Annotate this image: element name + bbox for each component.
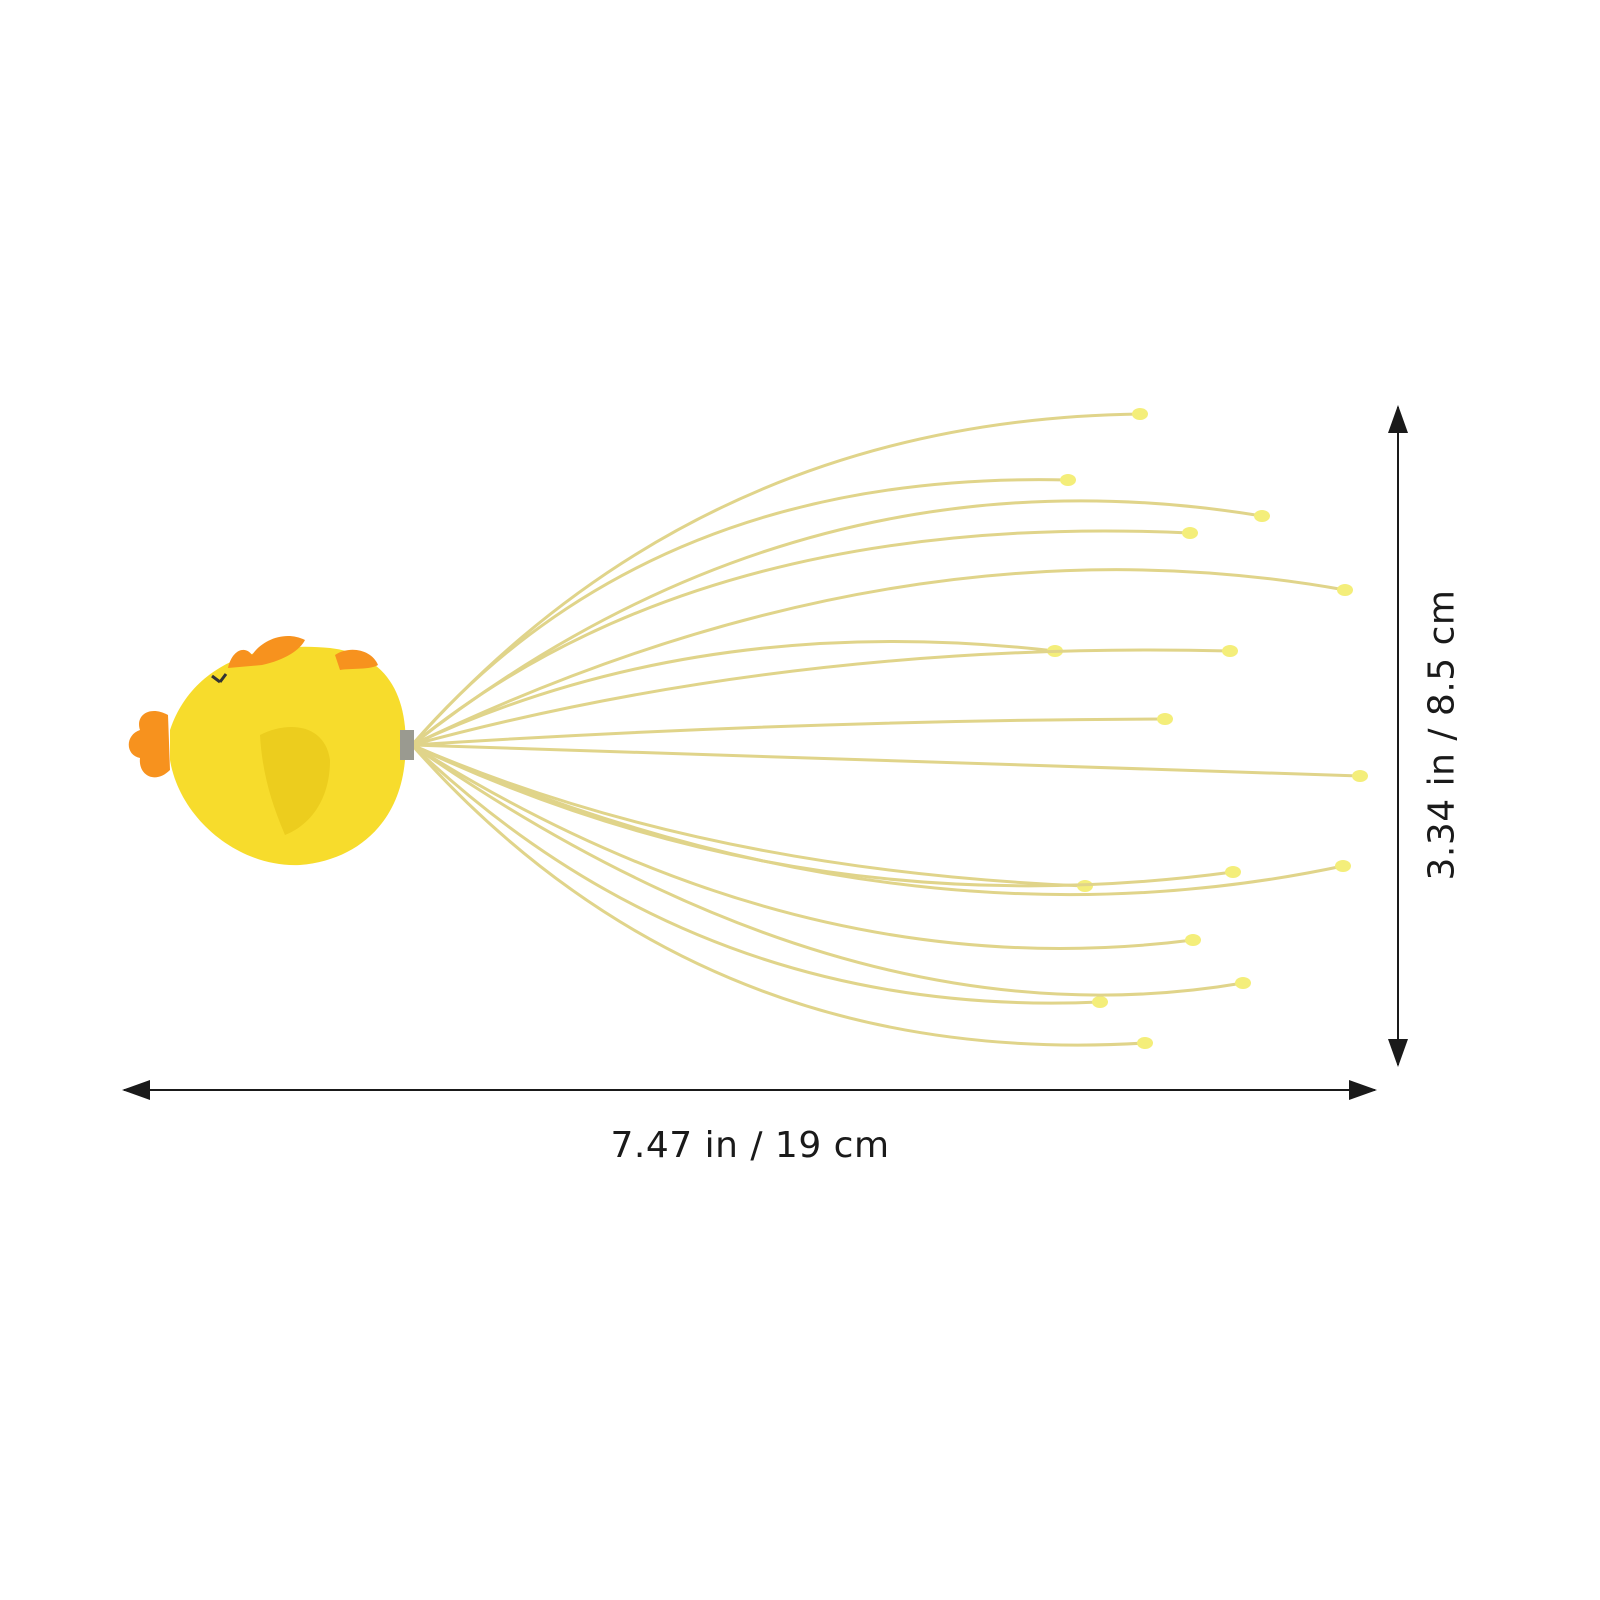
wire-tip bbox=[1060, 474, 1076, 486]
wire bbox=[411, 648, 1231, 747]
chick-crest bbox=[228, 635, 305, 668]
wire bbox=[411, 639, 1056, 747]
width-dimension-label: 7.47 in / 19 cm bbox=[610, 1125, 890, 1166]
wire-tip bbox=[1092, 996, 1108, 1008]
wire bbox=[411, 743, 1194, 950]
chick-eye bbox=[211, 673, 228, 684]
wire bbox=[411, 743, 1344, 897]
wire-tip bbox=[1182, 527, 1198, 539]
wire bbox=[411, 743, 1086, 888]
chick-beak bbox=[128, 710, 170, 778]
wire-tip bbox=[1137, 1037, 1153, 1049]
wire bbox=[410, 743, 1101, 1005]
wire bbox=[411, 743, 1244, 997]
chick-wing bbox=[260, 727, 330, 835]
wire bbox=[410, 744, 1146, 1047]
wire bbox=[411, 568, 1346, 747]
wire-tip bbox=[1254, 510, 1270, 522]
wire bbox=[411, 529, 1191, 747]
wire-tip bbox=[1235, 977, 1251, 989]
wire-tip bbox=[1352, 770, 1368, 782]
wire-tip bbox=[1132, 408, 1148, 420]
massager-wires bbox=[410, 408, 1368, 1049]
wire bbox=[410, 478, 1069, 746]
metal-collar bbox=[400, 730, 414, 760]
wire bbox=[411, 743, 1361, 778]
wire-tip bbox=[1185, 934, 1201, 946]
wire-tip bbox=[1225, 866, 1241, 878]
wire-tip bbox=[1222, 645, 1238, 657]
height-dimension-label: 3.34 in / 8.5 cm bbox=[1421, 589, 1463, 881]
wire bbox=[411, 499, 1263, 747]
wire-tip bbox=[1157, 713, 1173, 725]
wire bbox=[411, 717, 1166, 747]
chick-tail bbox=[335, 649, 378, 670]
wire-tip bbox=[1337, 584, 1353, 596]
chick-head bbox=[128, 635, 414, 866]
wire-tip bbox=[1335, 860, 1351, 872]
